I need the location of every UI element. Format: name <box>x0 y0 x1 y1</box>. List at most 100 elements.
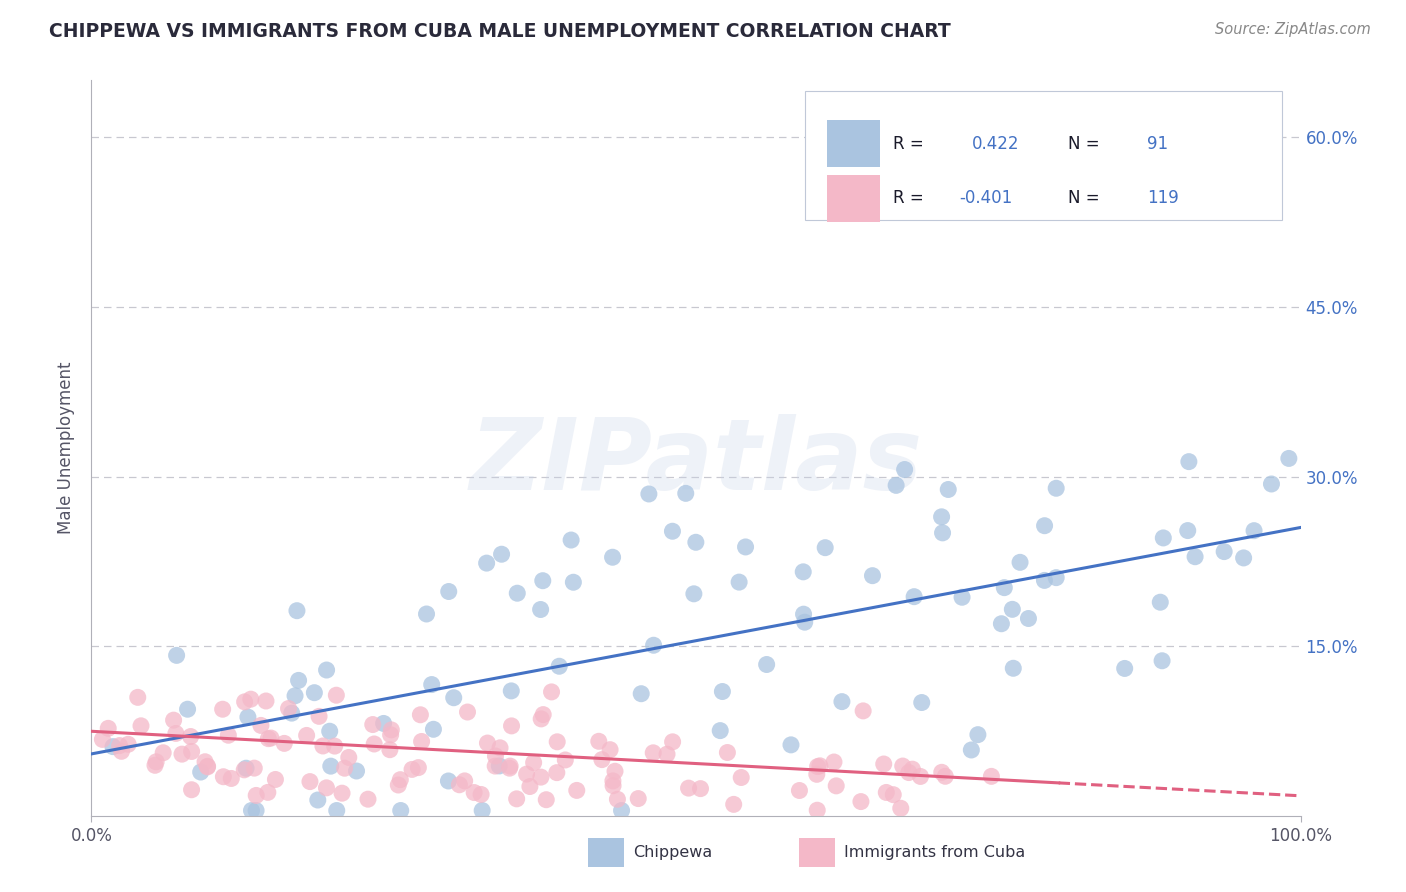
Point <box>1152 654 1174 668</box>
Point <box>875 785 897 799</box>
Point <box>711 684 734 698</box>
Point <box>236 710 259 724</box>
Point <box>1045 571 1067 585</box>
Point <box>197 759 219 773</box>
Point <box>897 765 920 780</box>
Point <box>990 616 1012 631</box>
Point <box>165 726 187 740</box>
Point <box>780 738 803 752</box>
Point <box>315 663 337 677</box>
Point <box>162 713 184 727</box>
Point <box>678 781 700 796</box>
Point <box>295 728 318 742</box>
Point <box>330 786 353 800</box>
Point <box>484 749 506 764</box>
Point <box>755 657 778 672</box>
Point <box>730 771 752 785</box>
Point <box>373 716 395 731</box>
Point <box>638 487 661 501</box>
Point <box>488 759 510 773</box>
Point <box>1152 531 1174 545</box>
Point <box>97 722 120 736</box>
Text: 0.422: 0.422 <box>972 135 1019 153</box>
Text: R =: R = <box>893 135 929 153</box>
Point <box>560 533 582 547</box>
Point <box>530 712 553 726</box>
Point <box>477 736 499 750</box>
Point <box>934 769 956 783</box>
Point <box>250 718 273 732</box>
Point <box>401 763 423 777</box>
Point <box>277 701 299 715</box>
Point <box>245 804 267 818</box>
Point <box>212 770 235 784</box>
Point <box>548 659 571 673</box>
Point <box>101 739 124 754</box>
Point <box>1008 555 1031 569</box>
Point <box>449 778 471 792</box>
Point <box>734 540 756 554</box>
Point <box>599 742 621 756</box>
Point <box>728 575 751 590</box>
Point <box>470 788 492 802</box>
Point <box>901 762 924 776</box>
Point <box>849 795 872 809</box>
Point <box>884 478 907 492</box>
Point <box>346 764 368 778</box>
Point <box>308 709 330 723</box>
Point <box>789 783 811 797</box>
Point <box>411 734 433 748</box>
Point <box>176 702 198 716</box>
Point <box>602 773 624 788</box>
Point <box>1017 611 1039 625</box>
Point <box>890 801 912 815</box>
Point <box>793 615 815 630</box>
Point <box>484 759 506 773</box>
Point <box>333 761 356 775</box>
Point <box>315 780 337 795</box>
Point <box>606 792 628 806</box>
Point <box>931 525 953 540</box>
Point <box>1002 661 1025 675</box>
Point <box>217 728 239 742</box>
Point <box>546 765 568 780</box>
Point <box>530 770 553 784</box>
Point <box>499 759 522 773</box>
Point <box>457 705 479 719</box>
Point <box>931 509 953 524</box>
Text: CHIPPEWA VS IMMIGRANTS FROM CUBA MALE UNEMPLOYMENT CORRELATION CHART: CHIPPEWA VS IMMIGRANTS FROM CUBA MALE UN… <box>49 22 950 41</box>
Point <box>808 759 831 773</box>
Point <box>420 677 443 691</box>
Point <box>166 648 188 663</box>
Point <box>685 535 707 549</box>
Point <box>284 689 307 703</box>
Point <box>960 743 983 757</box>
Point <box>627 791 650 805</box>
Point <box>709 723 731 738</box>
Point <box>489 740 512 755</box>
Point <box>873 757 896 772</box>
Point <box>180 730 202 744</box>
Point <box>1243 524 1265 538</box>
Point <box>911 696 934 710</box>
Point <box>145 755 167 769</box>
Point <box>304 686 326 700</box>
Point <box>505 792 527 806</box>
Point <box>256 785 278 799</box>
Point <box>194 755 217 769</box>
Point <box>363 737 385 751</box>
Point <box>319 759 342 773</box>
Point <box>1033 574 1056 588</box>
Point <box>127 690 149 705</box>
Point <box>630 687 652 701</box>
Point <box>723 797 745 812</box>
Point <box>380 728 402 742</box>
Point <box>491 547 513 561</box>
Point <box>516 767 538 781</box>
Point <box>326 804 349 818</box>
Point <box>190 765 212 780</box>
Point <box>245 789 267 803</box>
Point <box>602 779 624 793</box>
Point <box>323 739 346 753</box>
Point <box>610 804 633 818</box>
